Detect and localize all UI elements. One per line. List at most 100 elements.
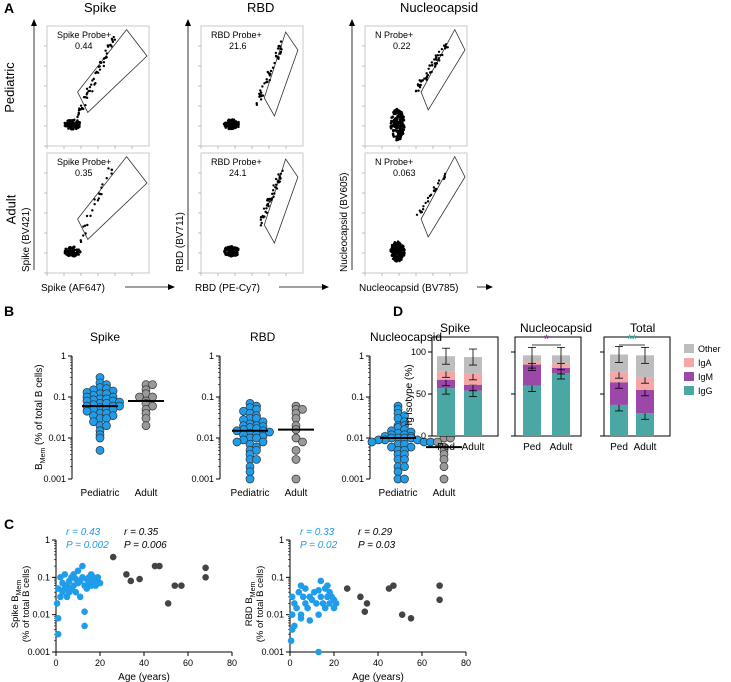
flow-gate-value: 24.1 (229, 168, 247, 178)
data-point (302, 585, 309, 592)
x-tick-label: Adult (135, 488, 158, 499)
data-point (178, 582, 185, 589)
flow-event-dot (96, 199, 100, 202)
flow-event-dot (223, 249, 226, 253)
y-tick-label: 0.1 (351, 392, 364, 402)
flow-event-dot (89, 214, 92, 218)
flow-event-dot (260, 221, 263, 225)
flow-event-dot (392, 110, 395, 114)
x-tick-label: 0 (53, 658, 58, 668)
stat-r: r = 0.33 (300, 527, 335, 538)
flow-event-dot (259, 224, 263, 227)
flow-event-dot (400, 245, 403, 248)
flow-event-dot (274, 186, 277, 189)
data-point (308, 596, 316, 604)
stat-r: r = 0.43 (66, 527, 101, 538)
flow-event-dot (392, 250, 396, 254)
data-point (400, 474, 409, 484)
flow-event-dot (278, 175, 281, 178)
flow-event-dot (105, 177, 108, 180)
flow-event-dot (75, 120, 78, 124)
flow-event-dot (419, 83, 422, 87)
flow-event-dot (278, 176, 281, 180)
legend-swatch-igm (684, 372, 694, 381)
flow-event-dot (259, 91, 263, 94)
y-tick-label: 1 (279, 535, 284, 545)
flow-event-dot (107, 167, 110, 170)
flow-event-dot (398, 241, 401, 245)
data-point (393, 467, 403, 477)
data-point (202, 574, 209, 581)
flow-gate-value: 0.22 (393, 41, 411, 51)
bar-segment-igm (610, 382, 628, 405)
flow-event-dot (435, 188, 438, 191)
stat-r: r = 0.35 (124, 527, 159, 538)
flow-event-dot (439, 53, 442, 57)
flow-event-dot (394, 117, 397, 121)
flow-event-dot (400, 127, 404, 131)
flow-event-dot (266, 202, 270, 206)
flow-event-dot (91, 209, 94, 212)
data-point (433, 437, 442, 447)
flow-event-dot (277, 56, 280, 60)
data-point (287, 637, 295, 645)
flow-event-dot (281, 169, 284, 172)
data-point (298, 404, 307, 414)
flow-y-arrowhead (31, 19, 37, 26)
stat-p: P = 0.02 (300, 540, 338, 551)
flow-event-dot (105, 52, 109, 55)
y-tick-label: 1 (359, 351, 364, 361)
y-tick-label: 1 (45, 535, 50, 545)
flow-event-dot (438, 59, 441, 62)
flow-event-dot (79, 240, 83, 244)
flow-event-dot (280, 48, 283, 51)
data-point (74, 567, 82, 575)
flow-event-dot (91, 79, 94, 82)
data-point (252, 445, 261, 455)
flow-event-dot (432, 189, 436, 192)
flow-event-dot (443, 172, 447, 176)
x-tick-label: Ped (523, 442, 541, 453)
flow-event-dot (398, 257, 401, 261)
flow-event-dot (400, 250, 403, 253)
flow-event-dot (270, 197, 274, 200)
data-point (439, 462, 449, 472)
flow-event-dot (229, 254, 233, 258)
data-point (291, 433, 301, 443)
flow-event-dot (110, 172, 113, 175)
data-point (436, 596, 443, 604)
y-axis-label: BMem (% of total B cells) (34, 364, 47, 470)
flow-plot-1-1: RBD Probe+24.1 RBD (PE-Cy7) (195, 152, 325, 294)
data-point (81, 622, 88, 630)
x-tick-label: 0 (287, 658, 292, 668)
panel-d-group-0: Spike 0 50 100 Ped Adult (411, 321, 499, 453)
flow-gate-value: 0.35 (75, 168, 93, 178)
data-point (326, 600, 333, 607)
data-point (54, 630, 62, 638)
data-point (315, 586, 322, 594)
bar-segment-igm (523, 364, 541, 386)
panel-letter-a: A (4, 0, 15, 16)
flow-event-dot (389, 126, 393, 130)
flow-event-dot (389, 124, 393, 128)
flow-event-dot (422, 205, 425, 208)
flow-x-axis-label: Nucleocapsid (BV785) (359, 283, 459, 294)
data-point (72, 588, 80, 596)
flow-event-dot (72, 125, 76, 129)
data-point (367, 437, 377, 447)
flow-event-dot (112, 35, 115, 39)
x-tick-label: 60 (417, 658, 427, 668)
flow-event-dot (111, 39, 114, 42)
x-tick-label: 60 (183, 658, 193, 668)
flow-event-dot (76, 115, 79, 119)
flow-event-dot (89, 83, 93, 86)
flow-event-dot (395, 137, 399, 140)
flow-event-dot (88, 85, 92, 89)
data-point (317, 593, 325, 601)
flow-event-dot (84, 232, 87, 235)
flow-event-dot (277, 44, 281, 48)
data-point (61, 571, 69, 578)
flow-gate-name: Spike Probe+ (57, 157, 111, 167)
flow-event-dot (277, 180, 281, 183)
data-point (324, 582, 331, 589)
